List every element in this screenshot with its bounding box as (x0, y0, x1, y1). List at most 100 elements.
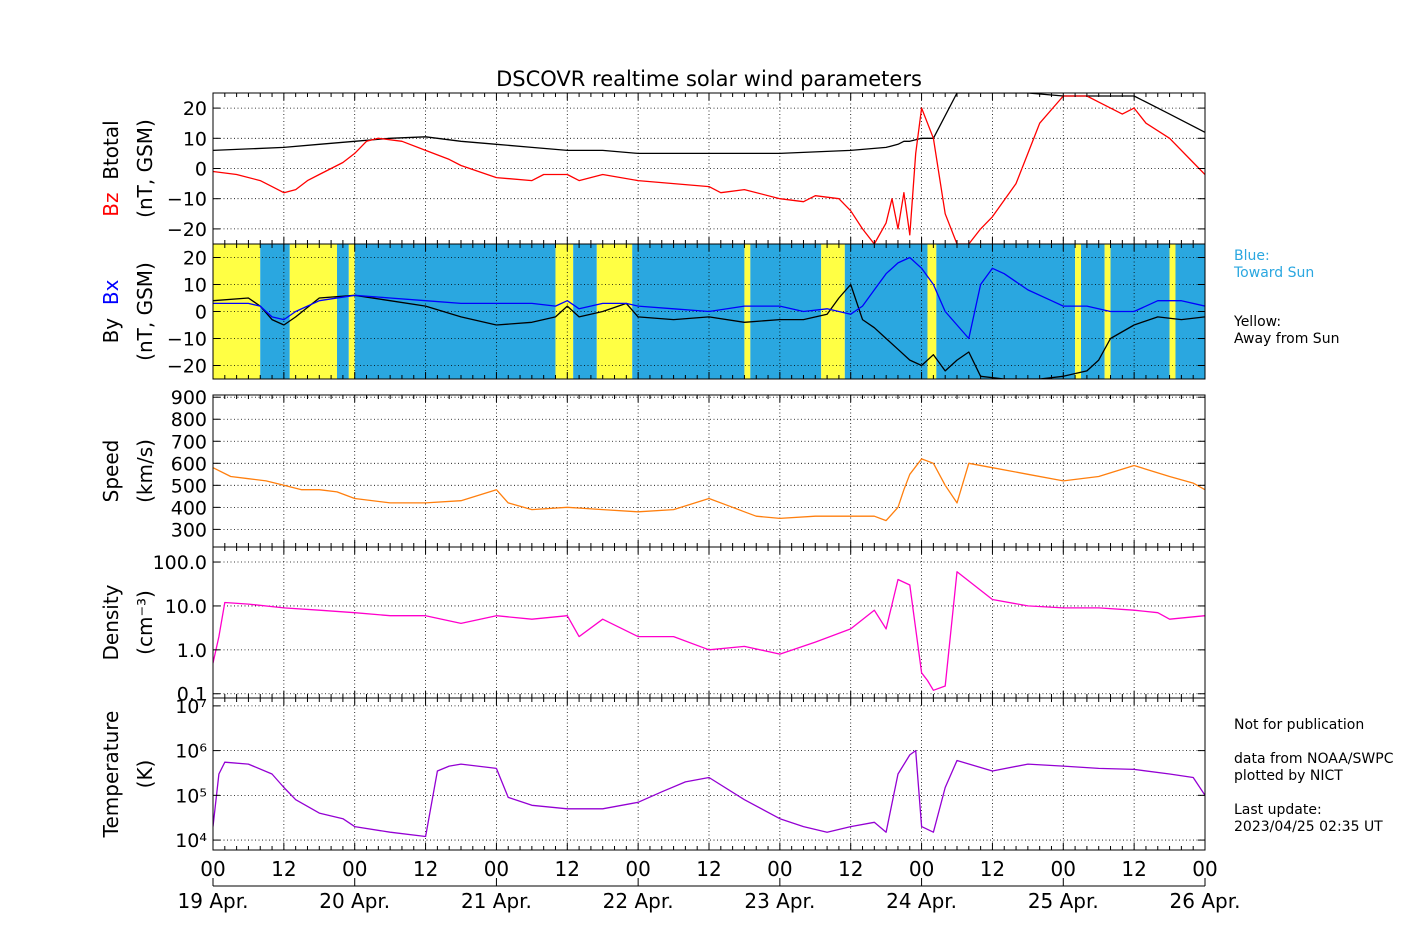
y-axis-label-part: Btotal (99, 120, 123, 192)
y-tick-label: 300 (171, 519, 207, 541)
y-tick-label: 1.0 (177, 640, 207, 662)
x-minor-ticks (212, 698, 1206, 850)
x-minor-ticks (212, 244, 1206, 379)
footer-line-last-update-label: Last update: (1234, 802, 1322, 818)
x-tick-label: 00 (200, 857, 225, 881)
date-label: 22 Apr. (603, 889, 674, 913)
y-axis-unit-label: (K) (133, 760, 157, 789)
footer-line-blank-2 (1234, 785, 1393, 802)
y-axis: −20 −10 0 10 20 (167, 248, 1205, 378)
sector-band-away-4 (348, 244, 355, 379)
grid (213, 547, 1205, 698)
y-tick-label: 100.0 (153, 552, 207, 574)
footer-notes: Not for publication data from NOAA/SWPC … (1234, 717, 1393, 836)
y-tick-label: −20 (167, 356, 207, 378)
x-tick-label: 12 (980, 857, 1005, 881)
y-tick-label: 0.1 (177, 684, 207, 706)
series-temperature (213, 749, 1205, 838)
y-axis-label: Temperature (99, 711, 123, 839)
y-tick-label: 0 (195, 159, 207, 181)
y-tick-label: 10⁴ (175, 830, 207, 852)
y-axis-unit-label: (nT, GSM) (133, 262, 157, 361)
x-minor-ticks (212, 395, 1206, 547)
y-tick-label: 0 (195, 302, 207, 324)
sector-band-toward-11 (750, 244, 822, 379)
date-label: 23 Apr. (744, 889, 815, 913)
footer-line-blank-1 (1234, 734, 1393, 751)
date-label: 24 Apr. (886, 889, 957, 913)
y-tick-label: −10 (167, 189, 207, 211)
y-axis-unit-label: (cm⁻³) (133, 590, 157, 655)
panel-magnetic_field_total: −20 −10 0 10 20 Bz Btotal (nT, GSM) (99, 92, 1206, 245)
away-legend-line-1: Yellow: (1234, 314, 1282, 330)
y-axis-label-part: By (99, 318, 123, 344)
toward-legend-line-1: Blue: (1234, 248, 1270, 264)
sector-band-toward-17 (1081, 244, 1105, 379)
y-axis-label: Bz Btotal (99, 120, 123, 216)
x-tick-label: 12 (555, 857, 580, 881)
y-axis-label-part: Speed (99, 440, 123, 503)
x-tick-label: 00 (342, 857, 367, 881)
y-axis-label-part: Bz (99, 192, 123, 216)
series-by (213, 283, 1205, 379)
y-tick-label: −10 (167, 329, 207, 351)
y-tick-label: 500 (171, 475, 207, 497)
series-group (213, 458, 1205, 522)
y-tick-label: 10⁵ (175, 785, 207, 807)
sector-band-away-10 (744, 244, 751, 379)
y-tick-label: 900 (171, 387, 207, 409)
series-bx (213, 256, 1205, 340)
toward-sun-legend: Blue: Toward Sun (1234, 248, 1314, 282)
series-speed (213, 458, 1205, 522)
panel-density: 0.1 1.0 10.0 100.0 Density (cm⁻³) (99, 546, 1206, 706)
y-axis-label: Density (99, 584, 123, 660)
y-axis: 10⁴ 10⁵ 10⁶ 10⁷ (175, 696, 1205, 852)
x-minor-ticks (212, 547, 1206, 698)
x-tick-label: 00 (1192, 857, 1217, 881)
sector-band-toward-15 (936, 244, 1076, 379)
y-axis: −20 −10 0 10 20 (167, 98, 1205, 241)
x-tick-label: 00 (767, 857, 792, 881)
away-legend-line-2: Away from Sun (1234, 331, 1340, 347)
y-axis-label-part: Temperature (99, 711, 123, 839)
date-label: 25 Apr. (1028, 889, 1099, 913)
panel-frame (212, 546, 1206, 699)
y-axis: 0.1 1.0 10.0 100.0 (153, 552, 1205, 706)
series-group (213, 749, 1205, 838)
x-tick-label: 00 (1051, 857, 1076, 881)
panel-frame (212, 394, 1206, 548)
date-label: 20 Apr. (319, 889, 390, 913)
x-tick-label: 00 (625, 857, 650, 881)
x-tick-label: 12 (696, 857, 721, 881)
panel-temperature: 10⁴ 10⁵ 10⁶ 10⁷ Temperature (K) (99, 696, 1206, 852)
series-btotal (213, 93, 1205, 155)
y-tick-label: 800 (171, 409, 207, 431)
y-tick-label: 10⁶ (175, 741, 207, 763)
panel-magnetic_field_components: −20 −10 0 10 20 By Bx (nT, GSM) (99, 243, 1206, 380)
y-tick-label: 10 (183, 275, 207, 297)
footer-line-not-for-publication: Not for publication (1234, 717, 1365, 733)
sector-band-away-6 (555, 244, 574, 379)
x-tick-label: 00 (484, 857, 509, 881)
x-tick-label: 12 (838, 857, 863, 881)
y-axis-label-part: Bx (99, 279, 123, 317)
date-label: 19 Apr. (178, 889, 249, 913)
footer-line-data-source: data from NOAA/SWPC (1234, 751, 1394, 767)
away-from-sun-legend: Yellow: Away from Sun (1234, 314, 1339, 348)
y-tick-label: 700 (171, 431, 207, 453)
grid (213, 93, 1205, 244)
y-tick-label: 10⁷ (175, 696, 207, 718)
y-axis-unit-label: (nT, GSM) (133, 119, 157, 218)
x-tick-label: 00 (909, 857, 934, 881)
y-tick-label: 600 (171, 453, 207, 475)
x-tick-label: 12 (1121, 857, 1146, 881)
grid (213, 244, 1205, 379)
y-axis-unit-label: (km/s) (133, 439, 157, 503)
series-density (213, 571, 1205, 691)
y-tick-label: 10 (183, 128, 207, 150)
y-tick-label: 20 (183, 98, 207, 120)
y-tick-label: 10.0 (165, 596, 207, 618)
chart-title: DSCOVR realtime solar wind parameters (496, 67, 922, 91)
